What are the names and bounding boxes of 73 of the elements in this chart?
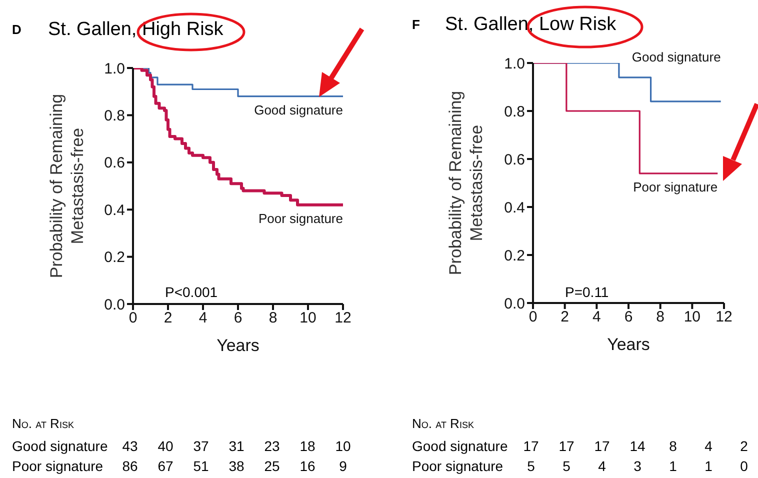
text: 4 xyxy=(597,458,607,474)
x-tick-label: 6 xyxy=(234,310,242,327)
y-tick-label: 1.0 xyxy=(104,60,125,78)
y-axis-title: Probability of Remaining Metastasis-free xyxy=(446,90,486,276)
text: F xyxy=(412,17,420,32)
annotation: P=0.11 xyxy=(565,284,609,300)
x-tick-label: 2 xyxy=(164,310,172,327)
text: Poor signature xyxy=(412,458,504,474)
text: No. at Risk xyxy=(412,416,474,431)
text: 86 xyxy=(121,458,139,474)
text: 16 xyxy=(298,458,316,474)
x-tick-label: 0 xyxy=(128,310,138,327)
text: 40 xyxy=(156,438,174,454)
y-tick-label: 0.6 xyxy=(504,151,525,168)
text: 5 xyxy=(526,458,536,474)
x-tick-label: 8 xyxy=(268,310,278,327)
text: No. at Risk xyxy=(12,416,74,431)
text: Poor signature xyxy=(12,458,104,474)
x-tick-label: 6 xyxy=(624,308,633,326)
x-axis-title: Years xyxy=(607,335,650,354)
series-label: Good signature xyxy=(254,102,343,118)
text: 9 xyxy=(338,458,348,474)
text: Good signature xyxy=(412,438,508,454)
text: 51 xyxy=(192,458,210,474)
text: 31 xyxy=(228,438,246,454)
y-tick-label: 0.8 xyxy=(104,108,125,125)
y-tick-label: 0.0 xyxy=(504,295,525,312)
series-label: Good signature xyxy=(632,49,721,64)
text: 38 xyxy=(228,458,246,474)
text: 0 xyxy=(739,458,749,474)
text: 17 xyxy=(522,438,540,454)
text: 43 xyxy=(121,438,139,454)
text: 18 xyxy=(298,438,316,454)
y-tick-label: 1.0 xyxy=(504,55,525,72)
text: Good signature xyxy=(12,438,108,454)
annotation: P<0.001 xyxy=(165,284,218,300)
chart-title: St. Gallen, High Risk xyxy=(48,19,224,41)
y-tick-label: 0.0 xyxy=(104,296,125,314)
y-tick-label: 0.6 xyxy=(104,154,125,172)
x-tick-label: 12 xyxy=(716,308,732,326)
y-tick-label: 0.2 xyxy=(104,249,125,266)
text: D xyxy=(12,22,22,37)
x-tick-label: 0 xyxy=(528,308,538,326)
x-axis-title: Years xyxy=(216,336,260,355)
text: 17 xyxy=(558,438,576,454)
series-label: Poor signature xyxy=(258,210,343,226)
text: 5 xyxy=(562,458,572,474)
x-tick-label: 2 xyxy=(560,308,570,326)
y-tick-label: 0.2 xyxy=(504,247,525,264)
x-tick-label: 12 xyxy=(334,310,352,327)
text: 25 xyxy=(263,458,281,474)
text: 3 xyxy=(632,458,642,474)
text: 23 xyxy=(263,438,281,454)
text: 4 xyxy=(704,438,714,454)
text: 67 xyxy=(156,458,174,474)
text: 1 xyxy=(704,458,714,474)
text: 37 xyxy=(192,438,210,454)
y-tick-label: 0.8 xyxy=(504,103,525,120)
text: 17 xyxy=(593,438,611,454)
text: 8 xyxy=(668,438,678,454)
text: 14 xyxy=(628,438,646,454)
y-tick-label: 0.4 xyxy=(104,202,125,219)
y-axis-title: Probability of Remaining Metastasis-free xyxy=(47,94,87,278)
text: 10 xyxy=(334,438,352,454)
x-tick-label: 10 xyxy=(300,310,316,327)
text: 1 xyxy=(668,458,678,474)
text: 2 xyxy=(739,438,749,454)
x-tick-label: 8 xyxy=(656,308,665,326)
y-tick-label: 0.4 xyxy=(504,199,525,216)
series-label: Poor signature xyxy=(633,179,718,194)
x-tick-label: 4 xyxy=(592,308,601,326)
x-tick-label: 4 xyxy=(198,310,208,327)
x-tick-label: 10 xyxy=(684,308,701,326)
